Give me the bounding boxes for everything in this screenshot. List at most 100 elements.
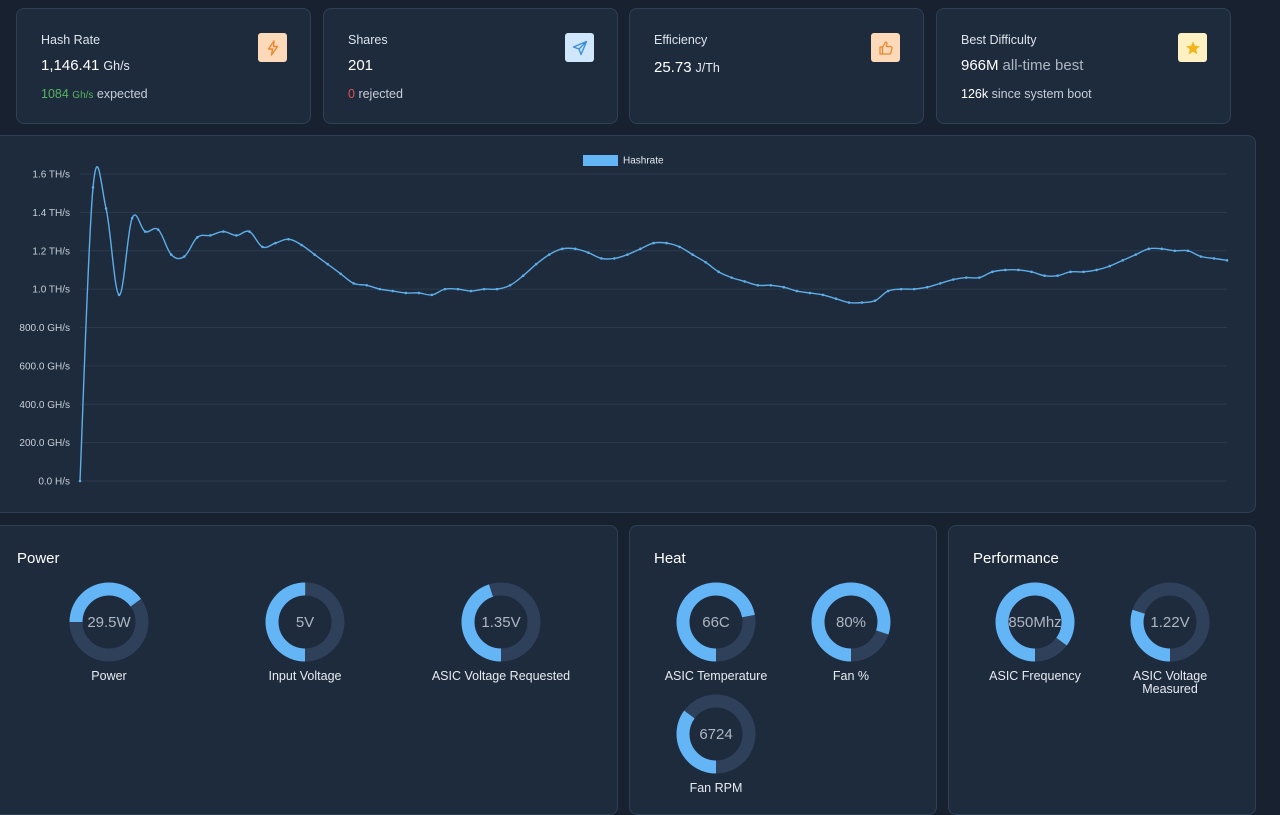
data-point[interactable] [756,283,760,287]
data-point[interactable] [1030,270,1033,274]
data-point[interactable] [287,237,290,241]
data-point[interactable] [117,293,121,297]
data-point[interactable] [965,276,968,279]
data-point[interactable] [508,283,512,287]
stat-title: Efficiency [654,33,708,47]
data-point[interactable] [1004,268,1007,272]
data-point[interactable] [156,228,160,231]
data-point[interactable] [1082,270,1085,274]
data-point[interactable] [717,270,720,274]
data-point[interactable] [1108,264,1111,268]
data-point[interactable] [547,253,551,256]
data-point[interactable] [1095,268,1098,272]
data-point[interactable] [938,282,942,285]
data-point[interactable] [886,289,890,293]
data-point[interactable] [1225,259,1229,262]
data-point[interactable] [352,282,356,285]
data-point[interactable] [1043,274,1046,277]
data-point[interactable] [326,262,329,266]
power-gauge: 29.5W Power [24,580,194,683]
data-point[interactable] [339,272,342,276]
y-tick-label: 1.0 TH/s [32,285,70,296]
legend-label[interactable]: Hashrate [623,156,664,167]
data-point[interactable] [456,287,460,291]
data-point[interactable] [652,241,655,245]
data-point[interactable] [573,247,577,251]
data-point[interactable] [261,245,264,249]
data-point[interactable] [404,291,408,295]
data-point[interactable] [639,247,642,251]
data-point[interactable] [1069,270,1072,274]
data-point[interactable] [678,245,681,249]
data-point[interactable] [821,293,825,297]
data-point[interactable] [391,289,395,293]
data-point[interactable] [209,234,212,237]
data-point[interactable] [365,283,369,287]
data-point[interactable] [235,234,238,237]
data-point[interactable] [443,287,447,291]
data-point[interactable] [222,230,225,233]
data-point[interactable] [691,253,694,256]
data-point[interactable] [1173,249,1177,253]
data-point[interactable] [78,479,82,483]
data-point[interactable] [899,287,903,291]
data-point[interactable] [860,301,864,304]
data-point[interactable] [1134,253,1138,256]
data-point[interactable] [495,287,499,291]
data-point[interactable] [613,257,616,260]
data-point[interactable] [300,243,303,247]
data-point[interactable] [430,293,434,297]
data-point[interactable] [808,291,812,295]
data-point[interactable] [665,241,668,245]
data-point[interactable] [834,297,838,301]
stat-title: Shares [348,33,388,47]
stat-subtext: 126k since system boot [961,87,1092,101]
data-point[interactable] [560,247,564,251]
gauge-value: 5V [296,614,314,631]
data-point[interactable] [743,280,747,283]
data-point[interactable] [104,207,108,210]
data-point[interactable] [130,216,134,220]
hashrate-chart-card: 1.6 TH/s 1.4 TH/s 1.2 TH/s 1.0 TH/s 800.0 GH… [0,135,1256,513]
gauge-fill [265,582,345,662]
data-point[interactable] [769,283,773,287]
data-point[interactable] [1212,257,1216,260]
data-point[interactable] [991,270,994,274]
data-point[interactable] [182,255,186,258]
data-point[interactable] [521,274,525,277]
data-point[interactable] [912,287,916,291]
data-point[interactable] [1017,268,1020,272]
data-point[interactable] [313,253,316,256]
data-point[interactable] [873,299,877,302]
data-point[interactable] [469,289,473,293]
data-point[interactable] [1186,249,1190,253]
data-point[interactable] [91,186,95,189]
data-point[interactable] [1121,259,1125,262]
data-point[interactable] [417,291,421,295]
data-point[interactable] [704,260,707,264]
data-point[interactable] [978,276,981,279]
data-point[interactable] [951,278,955,281]
data-point[interactable] [795,289,799,293]
data-point[interactable] [847,301,851,304]
data-point[interactable] [626,253,629,256]
data-point[interactable] [143,230,147,233]
data-point[interactable] [378,287,382,291]
legend-swatch[interactable] [583,155,618,166]
data-point[interactable] [169,253,173,256]
data-point[interactable] [782,285,786,289]
data-point[interactable] [1056,274,1059,277]
data-point[interactable] [600,257,603,260]
data-point[interactable] [587,251,590,254]
data-point[interactable] [1147,247,1151,251]
data-point[interactable] [274,241,277,245]
data-point[interactable] [482,287,486,291]
data-point[interactable] [248,230,251,233]
data-point[interactable] [534,262,538,266]
gauge-value: 1.35V [481,614,520,631]
data-point[interactable] [730,276,734,279]
data-point[interactable] [925,285,929,289]
data-point[interactable] [1199,255,1203,258]
data-point[interactable] [196,236,199,239]
data-point[interactable] [1160,247,1164,251]
